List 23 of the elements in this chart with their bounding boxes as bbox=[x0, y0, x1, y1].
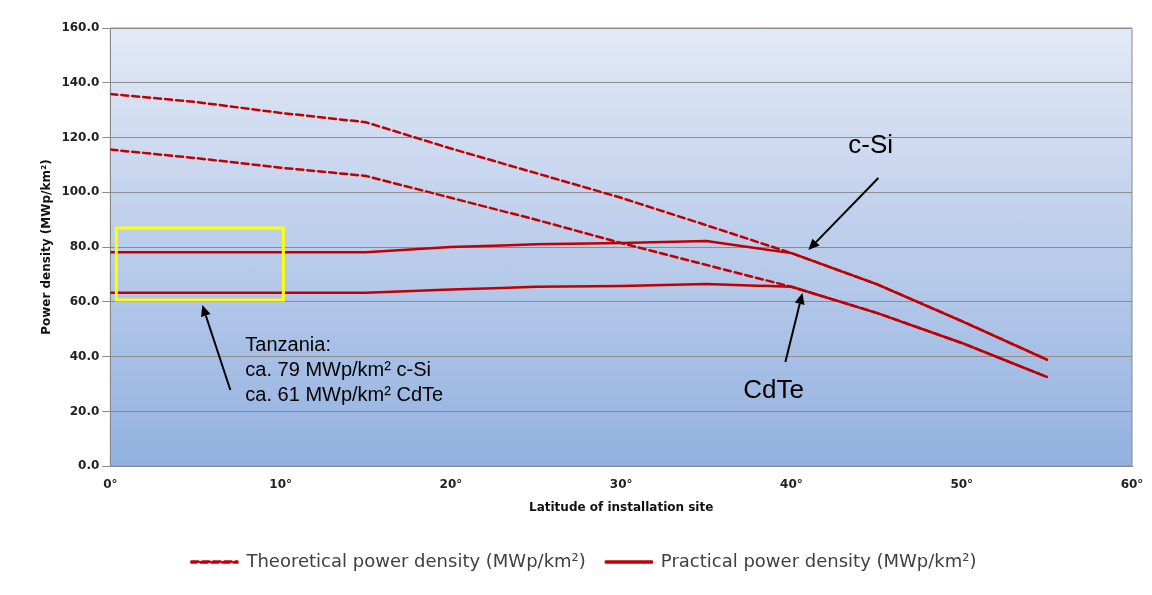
annotation: c-Si bbox=[848, 128, 894, 161]
y-tick-label: 120.0 bbox=[61, 129, 100, 144]
y-tick-label: 40.0 bbox=[69, 348, 100, 363]
annotation: CdTe bbox=[743, 373, 805, 406]
y-tick-label: 20.0 bbox=[69, 403, 100, 418]
x-tick-label: 60° bbox=[1120, 476, 1144, 491]
x-tick-label: 50° bbox=[950, 476, 974, 491]
x-tick-label: 0° bbox=[103, 476, 118, 491]
x-tick-label: 40° bbox=[780, 476, 803, 491]
x-tick-label: 20° bbox=[439, 476, 463, 491]
y-tick-label: 0.0 bbox=[78, 458, 100, 473]
y-tick-label: 140.0 bbox=[61, 74, 100, 89]
annotation: Tanzania: ca. 79 MWp/km² c-Si ca. 61 MWp/km² CdTe bbox=[245, 332, 444, 407]
legend-label: Practical power density (MWp/km²) bbox=[660, 549, 977, 571]
x-tick-label: 30° bbox=[609, 476, 633, 491]
y-tick-label: 60.0 bbox=[69, 294, 100, 308]
y-tick-label: 160.0 bbox=[61, 20, 100, 35]
x-tick-label: 10° bbox=[269, 476, 292, 491]
x-axis-title: Latitude of installation site bbox=[529, 499, 714, 514]
y-tick-label: 80.0 bbox=[69, 239, 100, 254]
legend-label: Theoretical power density (MWp/km²) bbox=[245, 549, 586, 571]
y-axis-title: Power density (MWp/km²) bbox=[39, 159, 54, 335]
y-tick-label: 100.0 bbox=[61, 184, 100, 199]
